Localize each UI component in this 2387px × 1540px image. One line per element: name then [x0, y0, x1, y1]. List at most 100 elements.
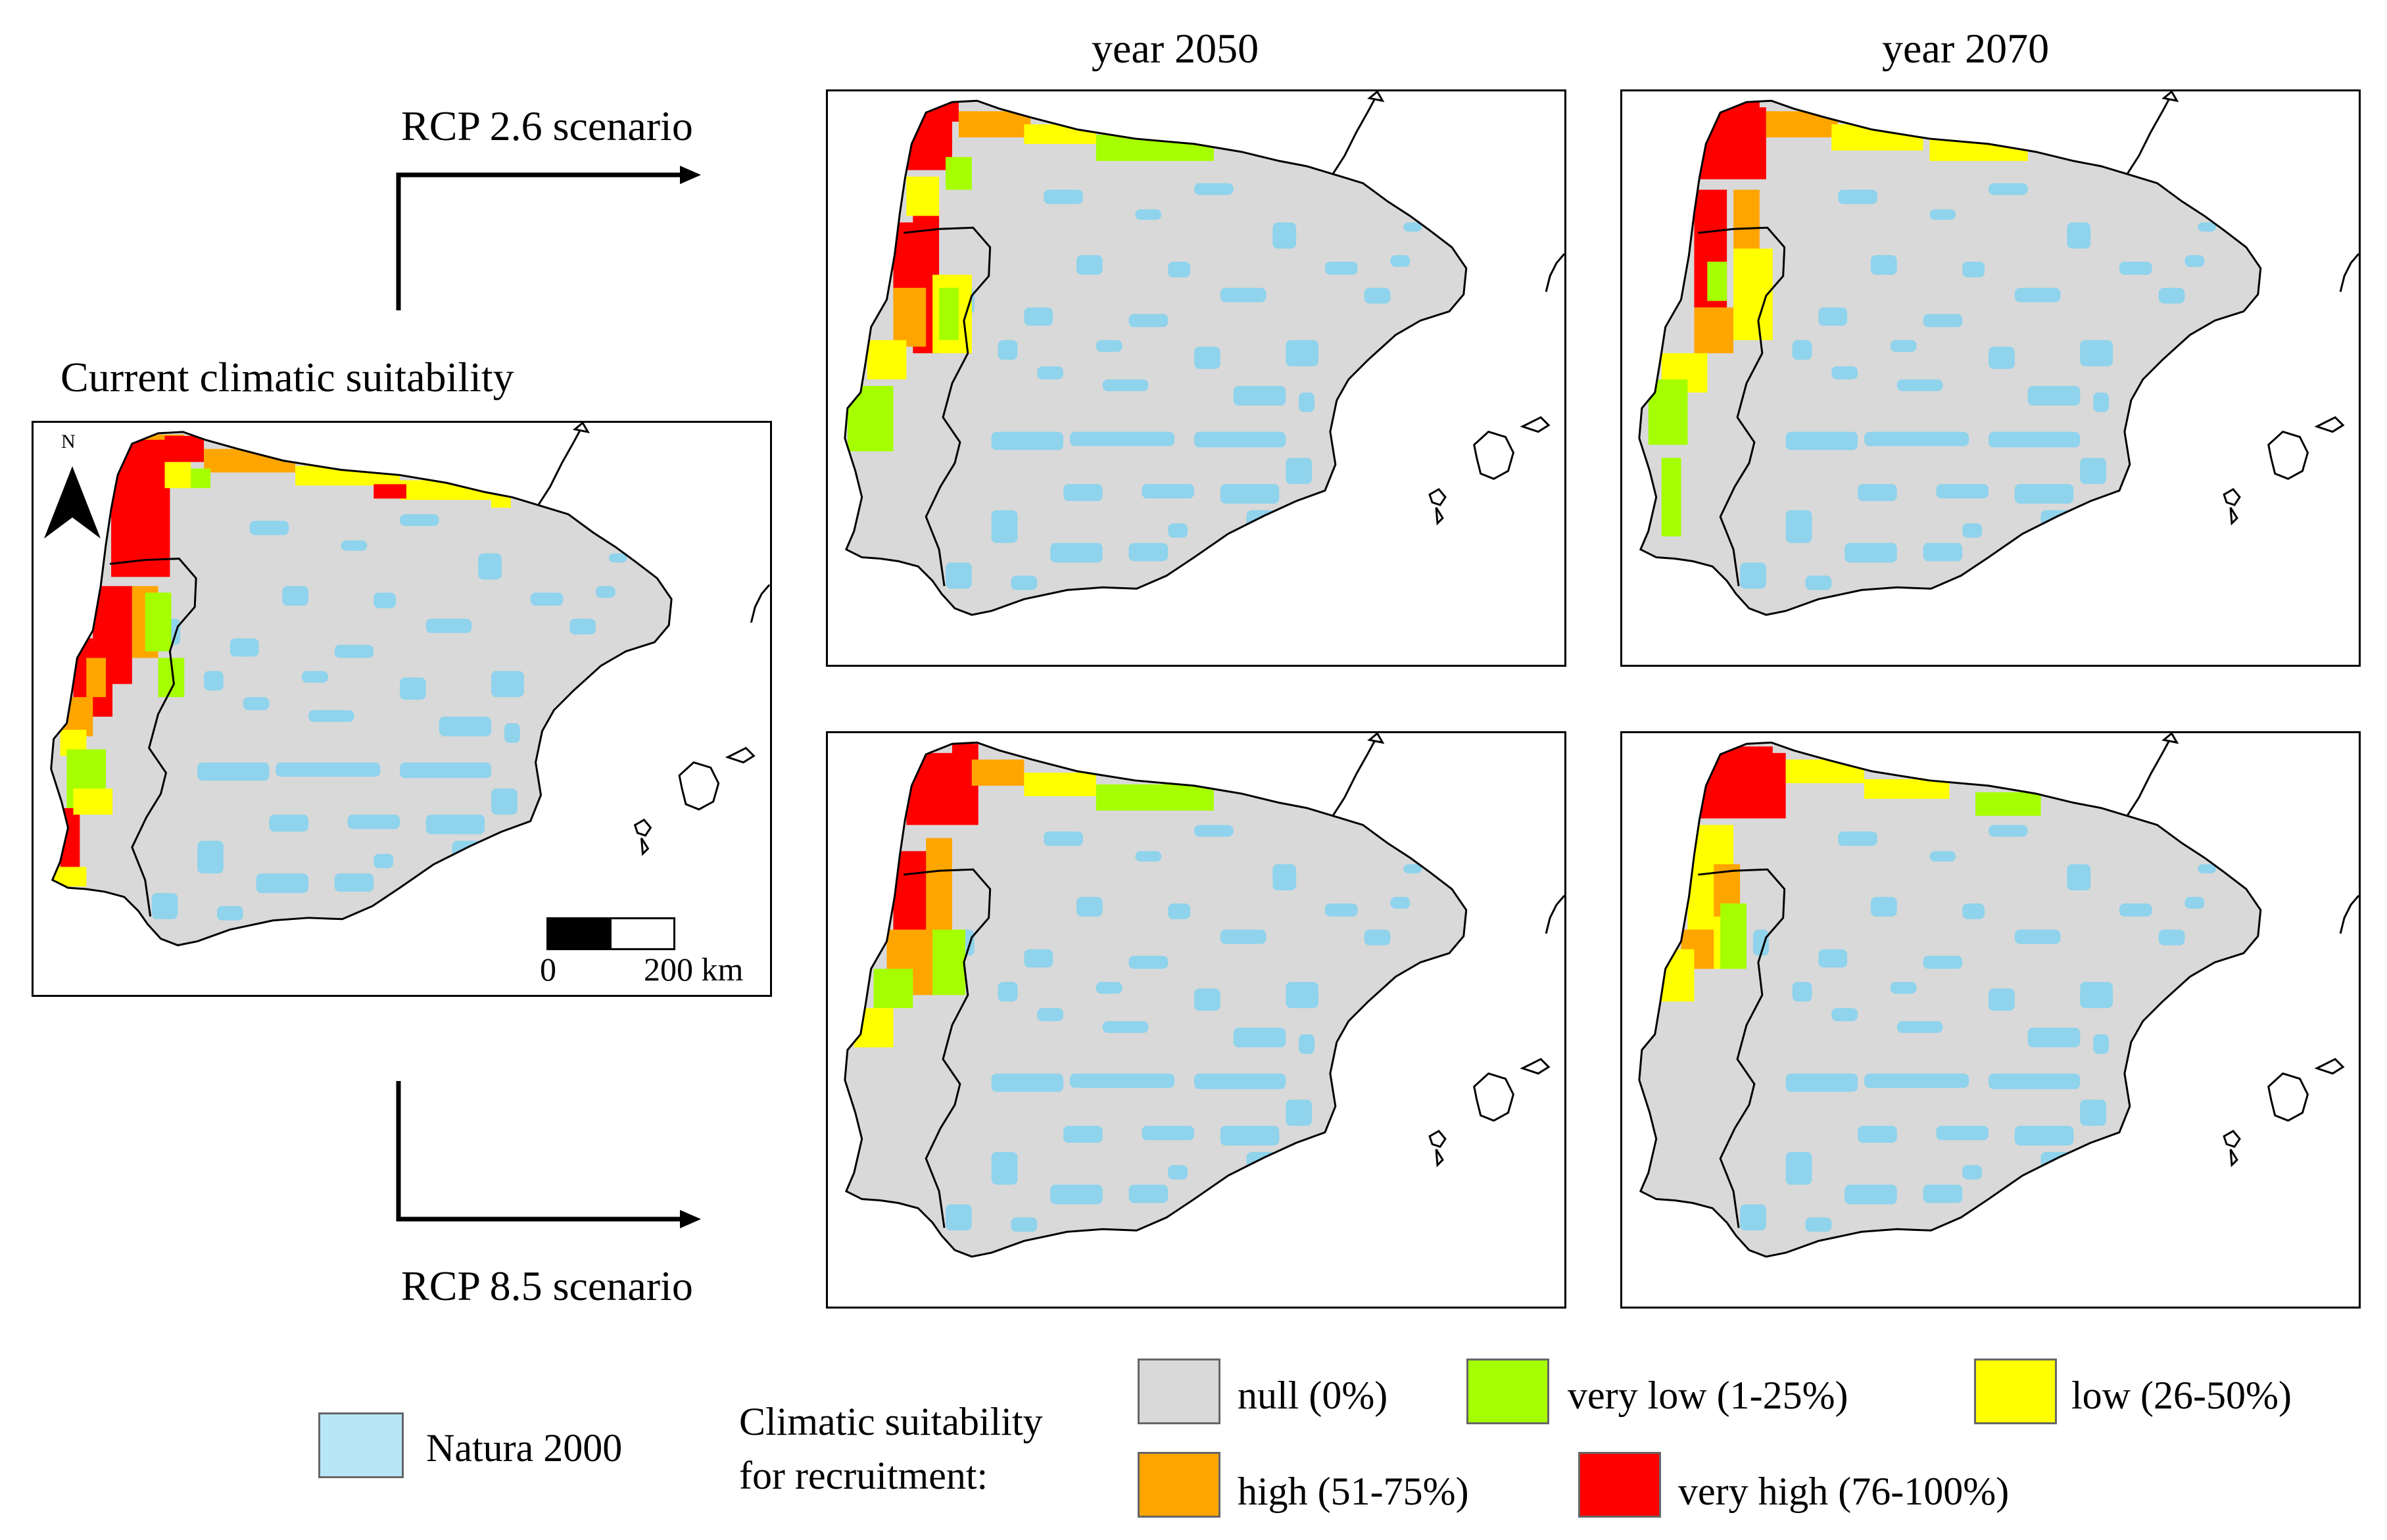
natura-site — [439, 716, 492, 736]
natura-site — [1044, 831, 1083, 846]
suitability-cell-very-low — [932, 929, 965, 996]
france-coast — [2126, 735, 2173, 817]
column-title-2070: year 2070 — [1882, 25, 2050, 72]
natura-site — [1324, 903, 1358, 917]
menorca-island — [1520, 1057, 1551, 1075]
menorca-island — [2314, 1057, 2345, 1075]
suitability-cell-high — [971, 759, 1025, 786]
natura-site — [400, 762, 492, 779]
natura-site — [1962, 261, 1985, 277]
natura-site — [204, 671, 224, 691]
natura-site — [991, 510, 1018, 543]
natura-site — [2158, 287, 2185, 304]
natura-site — [1128, 1184, 1169, 1203]
natura-site — [2067, 222, 2091, 249]
legend-title-line1: Climatic suitability — [739, 1400, 1043, 1443]
natura-site — [229, 638, 259, 657]
natura-site — [1194, 1073, 1286, 1090]
land-area — [51, 431, 672, 946]
map-rcp85-2050 — [826, 731, 1566, 1309]
natura-site — [2198, 864, 2217, 874]
natura-site — [1220, 484, 1280, 504]
legend-title-line2: for recruitment: — [739, 1454, 988, 1497]
current-map-svg — [50, 423, 770, 947]
coastline — [1638, 741, 2262, 1258]
suitability-cell-very-low — [847, 385, 894, 452]
natura-site — [243, 697, 270, 710]
natura-site — [1785, 1151, 1812, 1185]
arrow-to-rcp85 — [396, 1081, 701, 1228]
france-coast-tip — [2161, 733, 2179, 744]
natura-site — [1024, 949, 1053, 968]
suitability-cell-low — [1785, 759, 1865, 783]
natura-site — [478, 553, 502, 580]
suitability-cell-high — [86, 658, 107, 698]
natura-site — [1194, 183, 1234, 195]
natura-site — [151, 893, 178, 919]
land-area — [1639, 101, 2261, 615]
natura-site — [1989, 431, 2081, 448]
column-title-2050: year 2050 — [1092, 25, 1259, 72]
natura-site — [282, 586, 308, 606]
scale-bar-black-segment — [548, 919, 612, 948]
scale-max-label: 200 km — [644, 951, 744, 988]
natura-site — [1989, 825, 2028, 837]
natura-site — [269, 814, 308, 832]
natura-sites — [946, 825, 1422, 1232]
natura-site — [347, 814, 400, 829]
legend-swatch-very-high — [1578, 1452, 1661, 1518]
natura-site — [1752, 929, 1769, 956]
natura-site — [249, 520, 289, 535]
ibiza-island — [2223, 1130, 2241, 1168]
natura-site — [2080, 458, 2107, 485]
natura-site — [1864, 1073, 1969, 1088]
natura-site — [1364, 929, 1391, 946]
natura-site — [1936, 484, 1989, 499]
mallorca-island — [2267, 1072, 2309, 1122]
coastline — [1638, 99, 2262, 616]
land-area — [1639, 742, 2261, 1257]
natura-site — [1063, 1126, 1103, 1143]
natura-sites — [946, 183, 1422, 590]
natura-site — [1168, 1165, 1188, 1180]
natura-site — [1831, 1008, 1858, 1021]
natura-site — [1037, 1008, 1064, 1021]
natura-site — [1011, 575, 1038, 590]
suitability-cell-very-low — [1720, 903, 1747, 969]
ibiza-island — [2223, 488, 2241, 526]
suitability-cell-very-low — [1661, 458, 1681, 537]
suitability-cell-very-low — [1707, 261, 1727, 301]
natura-site — [2158, 929, 2185, 946]
natura-site — [1220, 1126, 1280, 1145]
natura-site — [1923, 542, 1963, 562]
suitability-cell-very-high — [1727, 102, 1760, 122]
natura-site — [491, 671, 524, 698]
natura-site — [1390, 255, 1410, 267]
natura-site — [1403, 864, 1422, 874]
natura-site — [197, 762, 270, 781]
legend-swatch-high — [1138, 1452, 1220, 1518]
natura-site — [334, 873, 374, 892]
natura-site — [991, 431, 1064, 450]
natura-site — [341, 540, 368, 551]
natura-site — [2080, 982, 2113, 1009]
suitability-cell-low — [854, 1008, 894, 1047]
menorca-island — [2314, 416, 2345, 433]
natura-site — [1063, 484, 1103, 501]
natura-site — [1096, 982, 1122, 994]
natura-site — [216, 905, 243, 921]
natura-site — [491, 788, 518, 815]
natura-site — [1989, 183, 2028, 195]
natura-site — [302, 671, 328, 683]
natura-site — [2040, 510, 2074, 527]
suitability-cell-very-low — [946, 156, 972, 190]
natura-site — [308, 710, 354, 722]
natura-site — [1792, 982, 1812, 1002]
natura-site — [1324, 261, 1358, 275]
natura-site — [1962, 903, 1985, 919]
legend-label-very-high: very high (76-100%) — [1678, 1470, 2010, 1513]
rcp26-label: RCP 2.6 scenario — [401, 103, 693, 149]
natura-site — [1890, 340, 1917, 352]
north-arrow-icon — [44, 466, 101, 539]
natura-site — [1818, 949, 1848, 968]
